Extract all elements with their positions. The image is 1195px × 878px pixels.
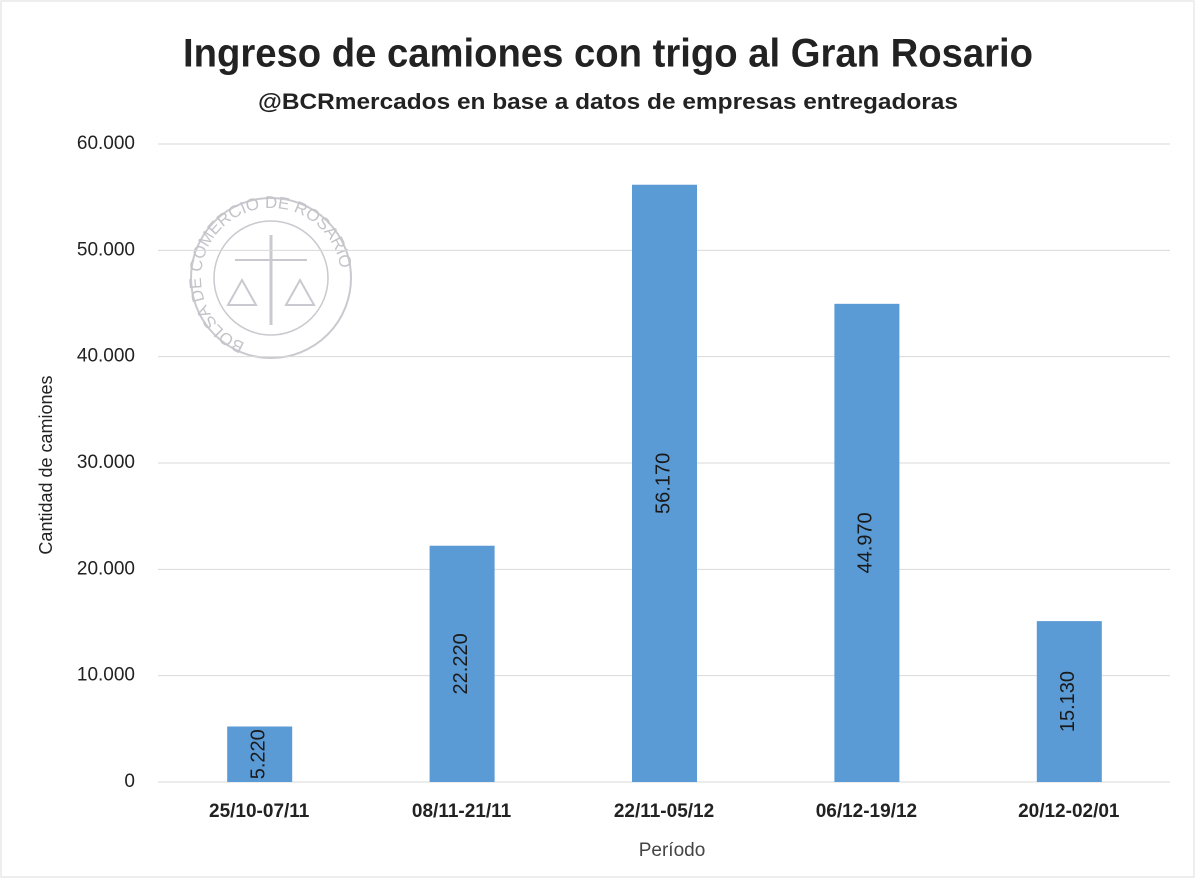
y-axis-label: Cantidad de camiones — [36, 375, 56, 554]
y-tick-label: 30.000 — [77, 452, 135, 473]
value-label: 5.220 — [247, 729, 269, 779]
value-label: 15.130 — [1057, 671, 1079, 732]
chart-subtitle: @BCRmercados en base a datos de empresas… — [258, 89, 958, 114]
value-label: 22.220 — [450, 633, 472, 694]
x-tick-label: 25/10-07/11 — [209, 801, 310, 822]
bar — [227, 726, 293, 782]
bar — [834, 303, 900, 782]
x-tick-label: 20/12-02/01 — [1018, 801, 1120, 822]
bar — [632, 184, 697, 783]
y-tick-label: 10.000 — [77, 665, 135, 686]
y-tick-label: 50.000 — [77, 239, 135, 260]
chart-title: Ingreso de camiones con trigo al Gran Ro… — [183, 32, 1033, 76]
x-tick-label: 22/11-05/12 — [614, 801, 714, 822]
bar — [1036, 621, 1102, 782]
value-label: 44.970 — [855, 512, 877, 573]
y-tick-label: 60.000 — [77, 133, 135, 154]
y-tick-label: 0 — [124, 771, 135, 792]
x-tick-label: 08/11-21/11 — [412, 801, 512, 822]
value-label: 56.170 — [652, 453, 674, 514]
bar — [429, 545, 495, 782]
y-tick-label: 20.000 — [77, 558, 135, 579]
x-tick-label: 06/12-19/12 — [816, 801, 917, 822]
x-axis-label: Período — [639, 840, 706, 861]
y-tick-label: 40.000 — [77, 346, 135, 367]
